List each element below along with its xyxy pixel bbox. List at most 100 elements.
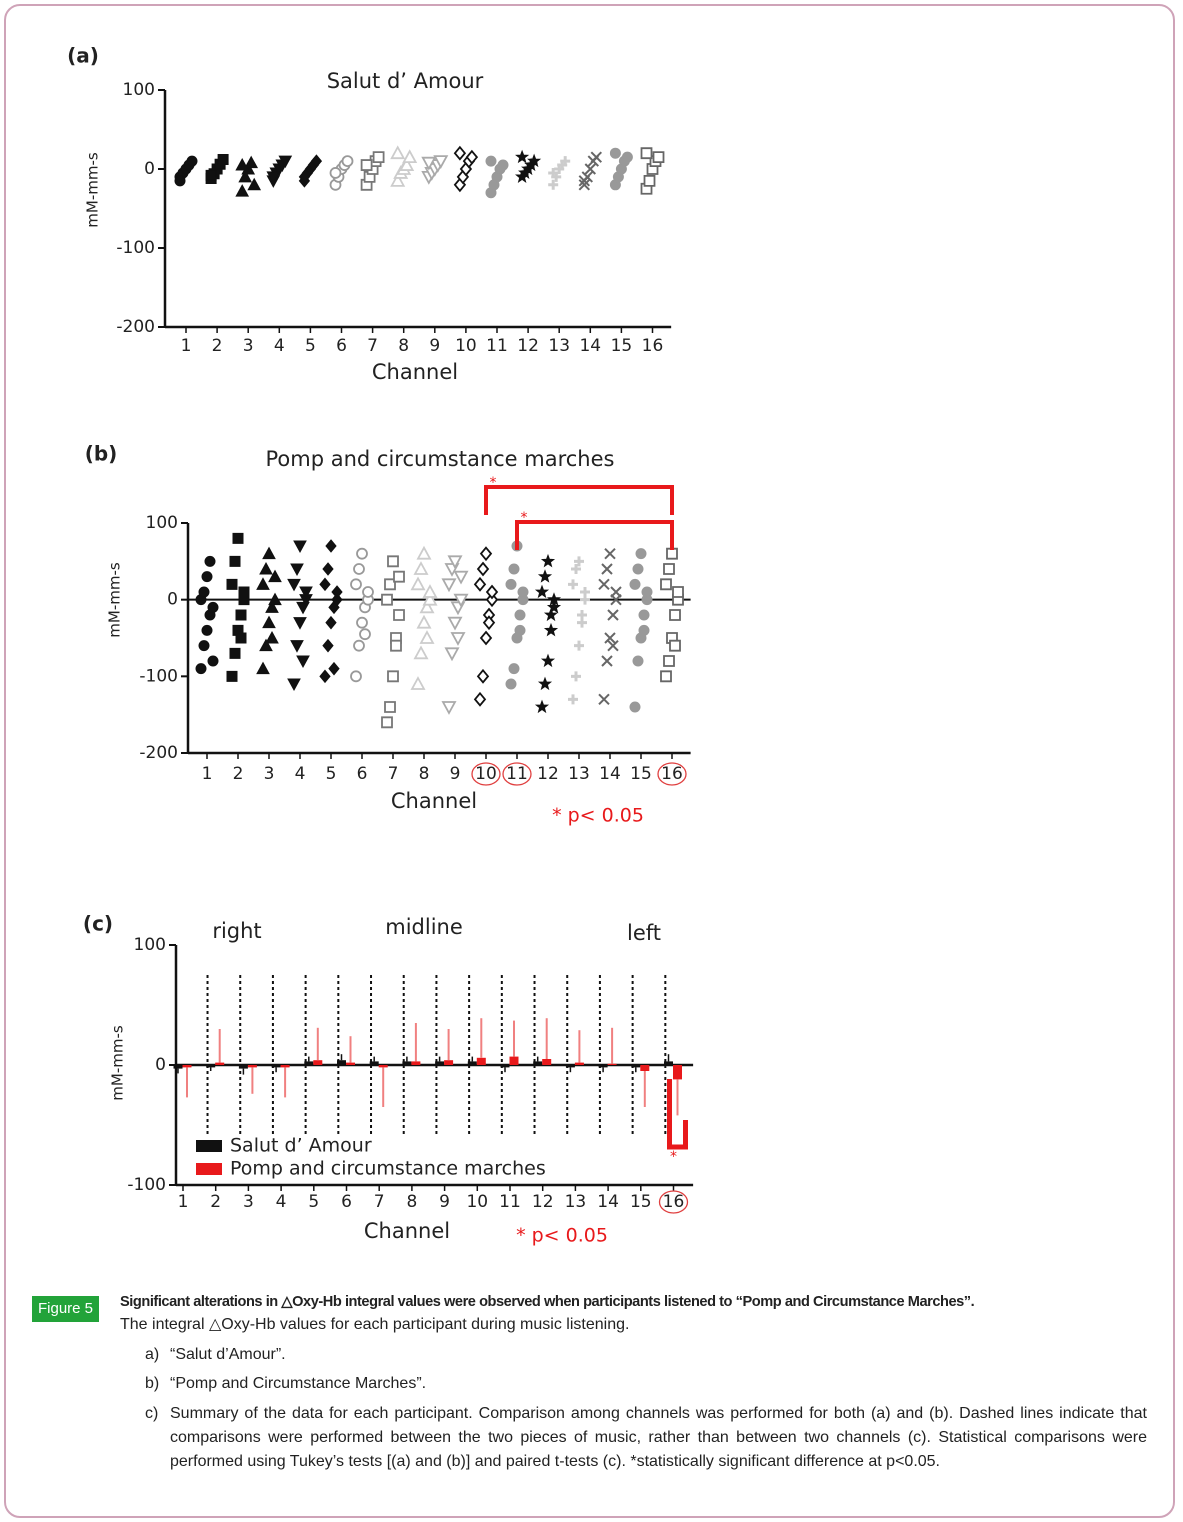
- bar: [206, 1065, 216, 1068]
- x-tick-label: 11: [486, 336, 508, 356]
- x-tick-label: 4: [276, 1192, 287, 1212]
- x-tick-label: 3: [243, 336, 254, 356]
- bar: [444, 1060, 454, 1065]
- data-point: [331, 585, 343, 599]
- x-tick-label: 15: [630, 1192, 652, 1212]
- x-tick-label: 2: [233, 764, 244, 784]
- data-point: [265, 630, 279, 644]
- x-tick-label: 10: [475, 764, 497, 784]
- significance-note: * p< 0.05: [516, 1225, 608, 1247]
- data-point: [505, 578, 517, 590]
- data-point: [235, 609, 247, 621]
- data-point: [629, 701, 641, 713]
- data-point: [325, 539, 337, 553]
- x-tick-label: 14: [597, 1192, 619, 1212]
- data-point: [601, 655, 613, 667]
- data-point: [262, 615, 276, 629]
- data-point: [574, 556, 584, 567]
- data-point: [256, 661, 270, 675]
- data-point: [293, 617, 307, 630]
- data-point: [422, 591, 438, 606]
- data-point: [514, 609, 526, 621]
- legend-swatch: [196, 1163, 222, 1175]
- x-tick-label: 4: [274, 336, 285, 356]
- y-tick-label: 100: [146, 513, 178, 533]
- data-point: [268, 592, 282, 606]
- x-tick-label: 6: [336, 336, 347, 356]
- data-point: [447, 555, 463, 570]
- data-point: [268, 569, 282, 583]
- data-point: [476, 561, 490, 577]
- bar: [565, 1065, 575, 1068]
- x-tick-label: 1: [181, 336, 192, 356]
- significance-bracket: [484, 485, 674, 515]
- data-point: [485, 155, 497, 167]
- item-text: “Pomp and Circumstance Marches”.: [170, 1375, 427, 1392]
- bar: [369, 1061, 379, 1065]
- data-point: [534, 699, 550, 714]
- data-point: [527, 153, 542, 168]
- data-point: [328, 661, 340, 676]
- data-point: [419, 630, 435, 644]
- data-point: [296, 655, 310, 669]
- caption-item: a) “Salut d’Amour”.: [145, 1343, 1147, 1367]
- data-point: [660, 578, 672, 591]
- data-point: [205, 169, 217, 181]
- data-point: [663, 563, 675, 575]
- figure-label: Figure 5: [32, 1296, 100, 1322]
- data-point: [278, 155, 293, 169]
- data-point: [514, 624, 526, 636]
- region-label: left: [627, 921, 661, 945]
- x-tick-label: 3: [243, 1192, 254, 1212]
- data-point: [666, 547, 678, 560]
- data-point: [350, 578, 362, 591]
- data-point: [262, 546, 276, 560]
- x-tick-label: 5: [308, 1192, 319, 1212]
- chart-title: Salut d’ Amour: [327, 69, 484, 93]
- x-tick-label: 11: [506, 764, 528, 784]
- data-point: [247, 177, 262, 191]
- x-tick-label: 12: [537, 764, 559, 784]
- figure: (a) Salut d’ Amour mM-mm-s Channel -200 -100 0…: [67, 44, 694, 1247]
- data-point: [204, 555, 216, 567]
- data-point: [598, 693, 610, 706]
- data-point: [517, 586, 529, 598]
- data-point: [669, 639, 681, 652]
- item-label: a): [145, 1346, 160, 1363]
- data-point: [515, 149, 530, 164]
- data-point: [485, 584, 499, 600]
- data-point: [416, 545, 432, 560]
- significance-bracket: [515, 520, 674, 550]
- y-axis-label: mM-mm-s: [109, 1025, 127, 1101]
- data-point: [560, 156, 571, 167]
- data-point: [640, 147, 653, 160]
- x-tick-label: 5: [326, 764, 337, 784]
- data-point: [473, 576, 487, 592]
- data-point: [259, 561, 273, 575]
- data-point: [641, 586, 653, 598]
- data-point: [390, 639, 402, 652]
- data-point: [543, 622, 559, 637]
- data-point: [453, 145, 467, 161]
- data-point: [610, 586, 622, 598]
- data-point: [413, 561, 429, 575]
- data-point: [607, 609, 619, 621]
- data-point: [362, 586, 374, 598]
- bar: [509, 1056, 519, 1065]
- data-point: [444, 647, 460, 662]
- data-point: [195, 663, 207, 675]
- caption-item: b) “Pomp and Circumstance Marches”.: [145, 1372, 1147, 1396]
- bar: [500, 1065, 510, 1068]
- data-point: [571, 671, 581, 682]
- item-text: Summary of the data for each participant…: [170, 1405, 1147, 1470]
- x-axis-label: Channel: [364, 1219, 450, 1243]
- significance-star: *: [490, 475, 497, 491]
- y-tick-label: 100: [134, 935, 166, 955]
- caption-item: c) Summary of the data for each participa…: [145, 1402, 1147, 1474]
- data-point: [207, 655, 219, 667]
- x-tick-label: 8: [406, 1192, 417, 1212]
- data-point: [421, 156, 437, 171]
- data-point: [265, 600, 279, 613]
- data-point: [201, 624, 213, 636]
- data-point: [290, 640, 304, 653]
